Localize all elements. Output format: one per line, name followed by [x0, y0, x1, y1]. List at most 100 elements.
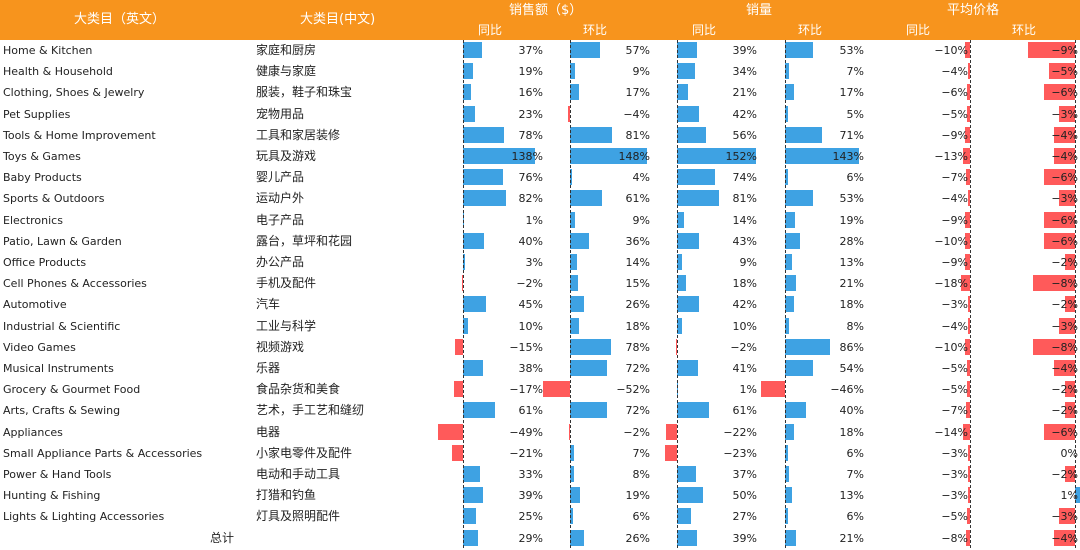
price-yoy-value: −3%: [941, 468, 968, 481]
volume-mom-value: 86%: [839, 340, 864, 354]
price-mom-value: −8%: [1051, 340, 1078, 354]
category-zh: 乐器: [256, 361, 281, 375]
price-mom-value: −3%: [1051, 107, 1078, 121]
volume-mom-value: 21%: [839, 531, 864, 545]
volume-mom-bar: [785, 360, 814, 376]
price-yoy-value: −3%: [941, 489, 968, 503]
category-en: Musical Instruments: [3, 362, 114, 375]
sales-yoy-value: −15%: [509, 340, 543, 354]
volume-yoy-bar: [665, 423, 677, 440]
total-label: 总计: [210, 530, 235, 545]
header-col-en: 大类目（英文）: [74, 12, 166, 27]
table-row: Pet Supplies 宠物用品 23% −4% 42% 5% −5% −3%: [0, 104, 1080, 125]
sales-mom-axis: [570, 40, 571, 548]
price-mom-value: −3%: [1051, 510, 1078, 524]
price-mom-value: −6%: [1051, 234, 1078, 248]
volume-mom-value: 19%: [839, 213, 864, 227]
volume-yoy-value: 1%: [739, 383, 757, 397]
volume-mom-bar: [785, 232, 800, 249]
volume-yoy-value: 21%: [732, 86, 757, 100]
sales-yoy-bar: [463, 169, 503, 186]
volume-mom-bar: [785, 275, 796, 292]
price-mom-bar: [1064, 296, 1075, 313]
volume-mom-value: 21%: [839, 277, 864, 291]
volume-yoy-value: 39%: [732, 531, 757, 545]
sales-yoy-value: −49%: [509, 425, 543, 439]
table-row: Musical Instruments 乐器 38% 72% 41% 54% −5% −4%: [0, 358, 1080, 379]
sales-mom-value: 61%: [625, 192, 650, 206]
table-row: Appliances 电器 −49% −2% −22% 18% −14% −6%: [0, 422, 1080, 443]
sales-mom-value: −52%: [616, 383, 650, 397]
sales-yoy-value: 61%: [518, 404, 543, 418]
sales-mom-value: 78%: [625, 340, 650, 354]
sales-mom-value: 19%: [625, 489, 650, 503]
volume-mom-value: 54%: [839, 362, 864, 375]
price-mom-bar: [1054, 529, 1075, 546]
volume-mom-bar: [785, 508, 789, 525]
sales-yoy-value: 25%: [518, 510, 543, 524]
volume-mom-bar: [785, 423, 795, 440]
price-yoy-bar: [962, 423, 970, 440]
price-mom-value: −6%: [1051, 425, 1078, 439]
sales-yoy-value: 37%: [518, 44, 543, 57]
volume-mom-bar: [785, 211, 795, 228]
sales-yoy-bar: [463, 42, 483, 58]
price-mom-bar: [1043, 84, 1075, 101]
price-yoy-value: −5%: [941, 362, 968, 375]
price-yoy-value: −6%: [941, 86, 968, 100]
sales-yoy-value: 39%: [518, 489, 543, 503]
price-mom-value: −6%: [1051, 213, 1078, 227]
sales-yoy-value: −2%: [516, 277, 543, 291]
price-yoy-bar: [960, 275, 970, 292]
category-zh: 办公产品: [256, 255, 305, 269]
table-row: Video Games 视频游戏 −15% 78% −2% 86% −10% −8%: [0, 337, 1080, 358]
header-sales-mom: 环比: [583, 23, 608, 37]
volume-yoy-bar: [677, 508, 692, 525]
price-mom-value: −5%: [1051, 65, 1078, 79]
volume-mom-bar: [785, 487, 792, 504]
volume-yoy-value: 9%: [739, 256, 757, 269]
volume-mom-value: 6%: [846, 446, 864, 460]
sales-yoy-axis: [463, 40, 464, 548]
volume-yoy-bar: [677, 402, 709, 419]
volume-yoy-bar: [677, 169, 716, 186]
volume-yoy-bar: [675, 338, 677, 355]
volume-mom-bar: [785, 338, 830, 355]
volume-mom-value: 53%: [839, 44, 864, 57]
volume-yoy-bar: [677, 42, 698, 58]
volume-mom-bar: [785, 126, 822, 143]
sales-yoy-value: −21%: [509, 446, 543, 460]
volume-mom-value: 7%: [846, 65, 864, 79]
sales-mom-bar: [570, 508, 574, 525]
sales-mom-value: 148%: [618, 150, 650, 163]
sales-mom-value: 4%: [632, 171, 650, 185]
sales-yoy-value: 82%: [518, 192, 543, 206]
volume-mom-value: 53%: [839, 192, 864, 206]
sales-mom-bar: [570, 148, 647, 164]
category-zh: 健康与家庭: [256, 64, 317, 79]
price-yoy-bar: [965, 529, 970, 546]
price-mom-bar: [1049, 63, 1075, 80]
price-yoy-value: −10%: [934, 234, 968, 248]
volume-mom-value: 28%: [839, 234, 864, 248]
category-zh: 电器: [256, 424, 281, 439]
price-yoy-bar: [964, 42, 970, 58]
table-row: Home & Kitchen 家庭和厨房 37% 57% 39% 53% −10% −9%: [0, 40, 1080, 61]
table-row: Arts, Crafts & Sewing 艺术，手工艺和缝纫 61% 72% 61% 4…: [0, 400, 1080, 421]
price-yoy-value: −13%: [934, 150, 968, 163]
price-yoy-value: −18%: [934, 277, 968, 291]
price-mom-value: −8%: [1051, 277, 1078, 291]
volume-mom-value: 13%: [839, 489, 864, 503]
header-volume: 销量: [746, 3, 773, 18]
header-sales: 销售额（$）: [509, 3, 583, 18]
sales-yoy-bar: [463, 190, 506, 207]
price-mom-bar: [1033, 338, 1075, 355]
table-row: Baby Products 婴儿产品 76% 4% 74% 6% −7% −6%: [0, 167, 1080, 188]
sales-yoy-bar: [463, 105, 475, 122]
category-en: Appliances: [3, 425, 63, 439]
volume-yoy-bar: [677, 84, 688, 101]
volume-yoy-value: 61%: [732, 404, 757, 418]
sales-yoy-bar: [463, 529, 479, 546]
price-mom-bar: [1064, 402, 1075, 419]
category-en: Video Games: [3, 340, 76, 354]
